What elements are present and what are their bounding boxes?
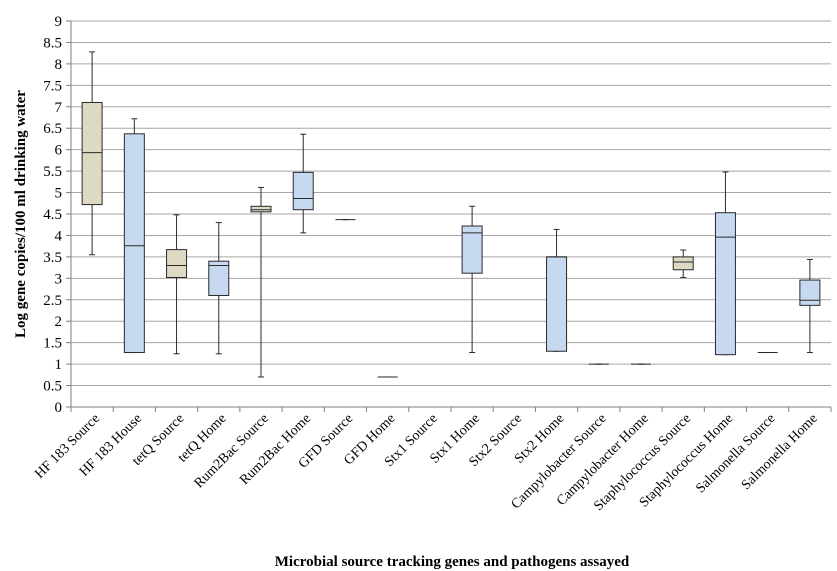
y-tick-label: 3.5 bbox=[43, 250, 62, 266]
iqr-box bbox=[250, 205, 272, 213]
axes bbox=[70, 21, 832, 412]
x-category-label: Rum2Bac Source bbox=[192, 411, 272, 491]
boxes bbox=[81, 51, 821, 378]
box-15 bbox=[672, 249, 694, 278]
y-tick-label: 3 bbox=[55, 271, 63, 287]
y-tick-label: 7 bbox=[55, 100, 63, 116]
y-axis-title: Log gene copies/100 ml drinking water bbox=[13, 90, 29, 338]
box-10 bbox=[461, 205, 483, 354]
y-tick-label: 2.5 bbox=[43, 293, 62, 309]
iqr-box bbox=[166, 249, 188, 278]
box-5 bbox=[250, 186, 272, 378]
y-tick-label: 5 bbox=[55, 186, 63, 202]
box-16 bbox=[714, 171, 736, 356]
box-6 bbox=[292, 133, 314, 234]
y-tick-label: 4 bbox=[55, 228, 63, 244]
iqr-box bbox=[546, 256, 568, 352]
y-tick-label: 1 bbox=[55, 357, 63, 373]
iqr-box bbox=[799, 279, 821, 306]
y-tick-label: 4.5 bbox=[43, 207, 62, 223]
box-2 bbox=[123, 118, 145, 354]
y-tick-label: 6 bbox=[55, 143, 63, 159]
x-axis-title: Microbial source tracking genes and path… bbox=[275, 554, 630, 570]
y-tick-label: 2 bbox=[55, 314, 63, 330]
y-tick-label: 0 bbox=[55, 400, 63, 416]
iqr-box bbox=[461, 225, 483, 274]
y-tick-label: 6.5 bbox=[43, 121, 62, 137]
y-tick-label: 9 bbox=[55, 14, 63, 30]
box-12 bbox=[546, 228, 568, 352]
gridlines bbox=[71, 20, 831, 387]
box-18 bbox=[799, 258, 821, 354]
y-tick-label: 7.5 bbox=[43, 78, 62, 94]
box-3 bbox=[166, 214, 188, 355]
box-1 bbox=[81, 51, 103, 256]
y-tick-label: 8.5 bbox=[43, 35, 62, 51]
iqr-box bbox=[208, 260, 230, 296]
iqr-box bbox=[292, 171, 314, 211]
y-tick-label: 1.5 bbox=[43, 336, 62, 352]
y-tick-label: 0.5 bbox=[43, 379, 62, 395]
iqr-box bbox=[123, 133, 145, 354]
y-axis-ticks: 0 0.5 1 1.5 2 2.5 3 3.5 4 4.5 5 5.5 6 6.5 7 7.5 8 8.5 9 bbox=[43, 14, 71, 416]
iqr-box bbox=[672, 256, 694, 271]
y-tick-label: 5.5 bbox=[43, 164, 62, 180]
x-category-label: Salmonella Source bbox=[693, 411, 778, 496]
y-tick-label: 8 bbox=[55, 57, 63, 73]
x-category-label: Salmonella Home bbox=[739, 411, 821, 493]
box-4 bbox=[208, 222, 230, 355]
iqr-box bbox=[714, 212, 736, 356]
iqr-box bbox=[81, 101, 103, 206]
